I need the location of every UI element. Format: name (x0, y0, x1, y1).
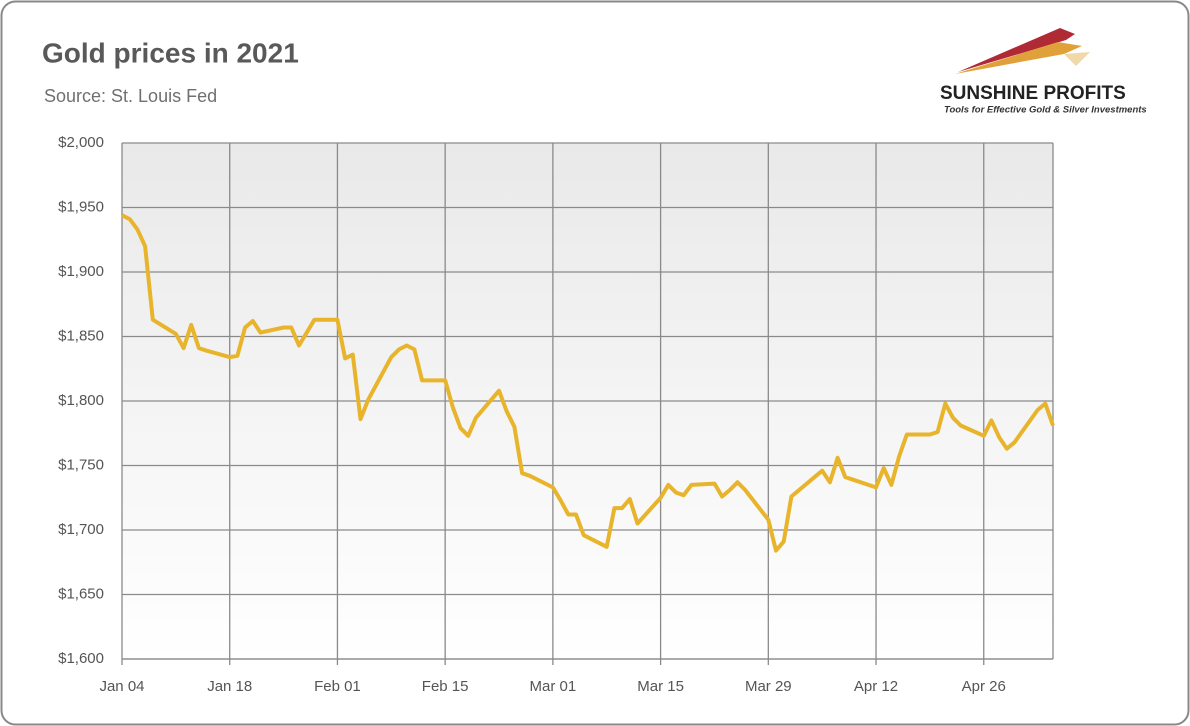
y-tick-label: $1,750 (58, 456, 104, 473)
x-tick-label: Jan 18 (207, 678, 252, 695)
x-tick-label: Feb 01 (314, 678, 361, 695)
x-tick-label: Apr 26 (962, 678, 1006, 695)
logo-tagline: Tools for Effective Gold & Silver Invest… (944, 105, 1147, 116)
logo-swoosh (958, 28, 1075, 72)
logo-swoosh (1064, 52, 1090, 66)
logo-swoosh (955, 42, 1082, 74)
x-tick-label: Mar 29 (745, 678, 792, 695)
x-tick-label: Feb 15 (422, 678, 469, 695)
x-tick-label: Jan 04 (99, 678, 144, 695)
chart-subtitle: Source: St. Louis Fed (44, 86, 217, 106)
logo: SUNSHINE PROFITS Tools for Effective Gol… (940, 28, 1147, 116)
logo-name: SUNSHINE PROFITS (940, 83, 1126, 104)
y-tick-label: $1,950 (58, 198, 104, 215)
x-tick-label: Mar 01 (530, 678, 577, 695)
y-tick-label: $1,900 (58, 263, 104, 280)
y-tick-label: $1,600 (58, 650, 104, 667)
x-tick-label: Mar 15 (637, 678, 684, 695)
y-tick-label: $1,800 (58, 392, 104, 409)
chart-title: Gold prices in 2021 (42, 37, 299, 68)
y-tick-label: $2,000 (58, 134, 104, 151)
y-tick-label: $1,850 (58, 327, 104, 344)
x-tick-label: Apr 12 (854, 678, 898, 695)
y-tick-label: $1,700 (58, 521, 104, 538)
y-tick-label: $1,650 (58, 585, 104, 602)
price-line (121, 213, 1055, 553)
